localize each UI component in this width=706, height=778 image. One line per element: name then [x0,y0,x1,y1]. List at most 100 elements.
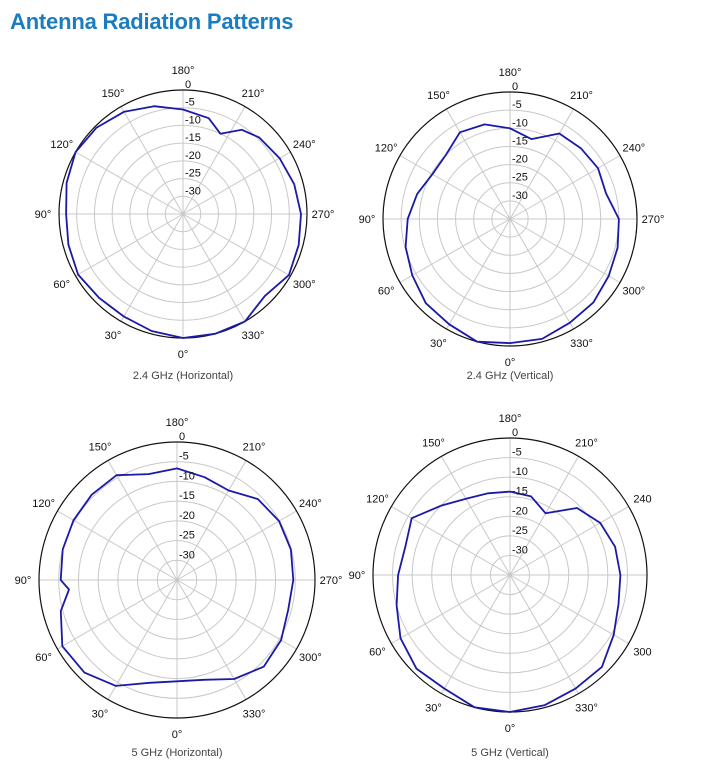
radial-tick-label: 0 [512,81,518,93]
grid-spoke [446,218,511,330]
grid-spoke [75,213,184,277]
angle-tick-label: 330° [243,708,266,720]
radial-tick-label: -30 [185,185,201,197]
angle-tick-label: 60° [53,279,70,291]
angle-tick-label: 300 [633,647,651,659]
grid-spoke [120,213,184,322]
radial-tick-label: 0 [179,431,185,443]
grid-spoke [120,106,184,215]
angle-tick-label: 150° [422,437,445,449]
grid-spoke [509,456,579,576]
radial-tick-label: -30 [179,549,195,561]
angle-tick-label: 210° [570,90,593,102]
angle-tick-label: 300° [622,286,645,298]
polar-chart-1: 0 -5 -10 -15 -20 -25 -30 0° 30° 60° 90° 120° 150° 180… [35,65,335,382]
grid-spoke [107,460,178,581]
grid-spoke [441,574,511,694]
angle-tick-label: 300° [293,279,316,291]
angle-tick-label: 30° [92,708,109,720]
grid-spoke [107,579,178,700]
radial-tick-label: -20 [179,510,195,522]
angle-tick-label: 240° [622,143,645,155]
polar-chart-4: 0 -5 -10 -15 -20 -25 -30 0° 30° 60° 90° 120° 150° 180… [349,413,652,759]
grid-spoke [57,510,178,581]
polar-chart-2: 0 -5 -10 -15 -20 -25 -30 0° 30° 60° 90° 120° 150° 180… [359,67,665,382]
radial-tick-label: -20 [512,154,528,166]
angle-tick-label: 180° [172,65,195,77]
radial-tick-label: -5 [185,97,195,109]
grid-spoke [509,506,629,576]
radial-tick-label: -30 [512,544,528,556]
grid-spoke [391,574,511,644]
chart-caption: 5 GHz (Horizontal) [131,747,222,759]
angle-tick-label: 60° [369,647,386,659]
page-title: Antenna Radiation Patterns [10,9,294,34]
chart-caption: 5 GHz (Vertical) [471,747,549,759]
angle-tick-label: 120° [50,139,73,151]
angle-tick-label: 300° [299,652,322,664]
radial-tick-label: -30 [512,190,528,202]
chart-caption: 2.4 GHz (Horizontal) [133,370,233,382]
angle-tick-label: 210° [242,88,265,100]
grid-spoke [57,579,178,650]
radial-tick-label: -25 [179,530,195,542]
angle-tick-label: 270° [320,575,343,587]
angle-tick-label: 30° [105,330,122,342]
radiation-trace [404,123,620,345]
grid-spoke [509,155,621,220]
radiation-trace [59,467,295,687]
radial-tick-label: 0 [512,427,518,439]
radial-tick-label: -25 [512,172,528,184]
radial-tick-label: 0 [185,79,191,91]
angle-tick-label: 240° [299,498,322,510]
angle-tick-label: 0° [178,349,189,361]
radial-tick-label: -5 [512,99,522,111]
grid-spoke [176,460,247,581]
radiation-trace [65,105,302,339]
angle-tick-label: 90° [15,575,32,587]
angle-tick-label: 60° [35,652,52,664]
grid-spoke [182,151,291,215]
angle-tick-label: 330° [242,330,265,342]
angle-tick-label: 240 [633,494,651,506]
grid-spoke [75,151,184,215]
grid-spoke [509,574,629,644]
radial-tick-label: -15 [185,132,201,144]
angle-tick-label: 210° [575,437,598,449]
angle-tick-label: 120° [366,494,389,506]
radial-tick-label: -20 [512,505,528,517]
radial-tick-label: -15 [512,486,528,498]
grid-spoke [176,510,297,581]
radial-tick-label: -10 [512,117,528,129]
radial-tick-label: -10 [179,470,195,482]
grid-spoke [182,213,246,322]
grid-spoke [391,506,511,576]
angle-tick-label: 90° [349,570,366,582]
angle-tick-label: 270° [642,214,665,226]
grid-spoke [176,579,297,650]
grid-spoke [446,108,511,220]
grid-spoke [399,218,511,283]
grid-spoke [399,155,511,220]
polar-chart-3: 0 -5 -10 -15 -20 -25 -30 0° 30° 60° 90° 120° 150° 180… [15,417,343,759]
radial-tick-label: -25 [512,525,528,537]
grid-spoke [509,574,579,694]
angle-tick-label: 120° [375,143,398,155]
angle-tick-label: 0° [505,357,516,369]
angle-tick-label: 240° [293,139,316,151]
angle-tick-label: 330° [575,703,598,715]
angle-tick-label: 60° [378,286,395,298]
grid-spoke [441,456,511,576]
grid-spoke [182,106,246,215]
angle-tick-label: 0° [505,723,516,735]
radial-tick-label: -15 [512,135,528,147]
chart-caption: 2.4 GHz (Vertical) [467,370,554,382]
radial-tick-label: -20 [185,150,201,162]
polar-frame [38,441,316,719]
polar-frame [382,91,638,347]
grid-spoke [509,218,574,330]
radiation-trace [395,490,622,713]
radial-tick-label: -10 [185,114,201,126]
angle-tick-label: 0° [172,729,183,741]
